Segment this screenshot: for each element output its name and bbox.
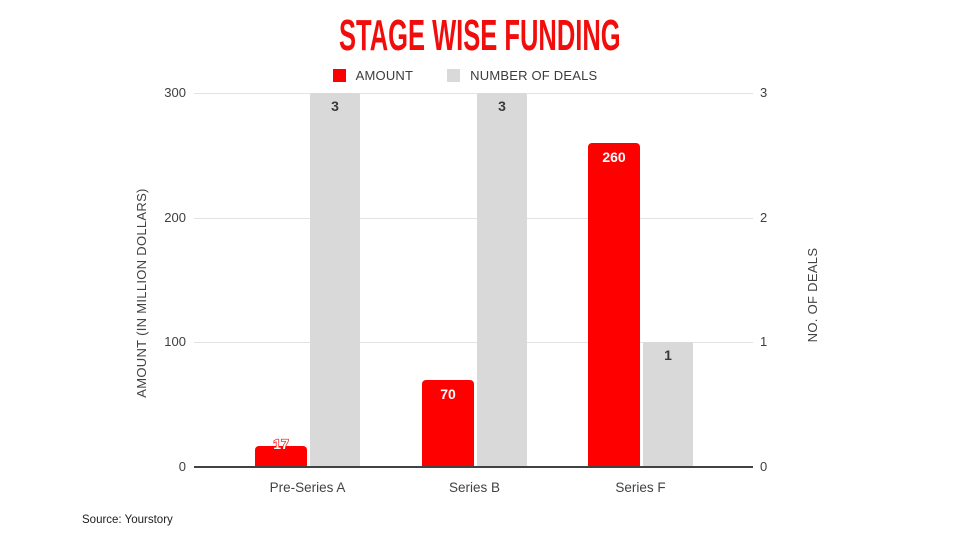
category-label: Series F — [615, 480, 666, 495]
right-axis-tick: 2 — [760, 209, 768, 225]
deals-bar: 3 — [310, 93, 360, 467]
right-axis-tick: 0 — [760, 459, 768, 474]
amount-value-label: 260 — [602, 149, 626, 165]
left-axis-tick: 300 — [164, 85, 186, 100]
amount-bar: 70 — [422, 380, 474, 467]
deals-value-label: 3 — [331, 98, 339, 114]
amount-bar: 17 — [255, 435, 307, 467]
legend-item-amount: AMOUNT — [332, 68, 414, 83]
gridline — [194, 342, 753, 344]
amount-swatch-icon — [332, 69, 346, 82]
x-axis-baseline — [194, 466, 753, 468]
deals-bar: 3 — [477, 93, 527, 467]
chart-title: STAGE WISE FUNDING — [0, 14, 960, 58]
gridline — [194, 217, 753, 219]
right-axis-tick: 3 — [760, 85, 768, 100]
category-label: Pre-Series A — [269, 480, 346, 495]
deals-value-label: 1 — [664, 347, 672, 363]
bar-group-series-b: 70 3 — [422, 93, 527, 467]
category-label: Series B — [448, 480, 501, 495]
left-axis-tick: 100 — [164, 334, 186, 350]
gridline — [194, 93, 753, 94]
amount-bar: 260 — [588, 143, 640, 467]
amount-value-label: 70 — [440, 386, 456, 402]
legend-item-deals: NUMBER OF DEALS — [447, 68, 597, 83]
left-axis-tick: 0 — [178, 459, 186, 474]
plot-area: 17 3 70 3 260 1 — [194, 93, 753, 468]
deals-bar: 1 — [643, 342, 693, 467]
left-axis-tick: 200 — [164, 209, 186, 225]
legend: AMOUNT NUMBER OF DEALS — [0, 68, 930, 83]
source-note: Source: Yourstory — [82, 514, 173, 526]
legend-label-amount: AMOUNT — [355, 68, 414, 83]
bar-group-series-f: 260 1 — [588, 93, 693, 467]
amount-value-label: 17 — [273, 435, 290, 452]
deals-value-label: 3 — [498, 98, 506, 114]
right-axis-title: NO. OF DEALS — [805, 247, 820, 343]
bar-group-pre-series-a: 17 3 — [255, 93, 360, 467]
chart-title-text: STAGE WISE FUNDING — [339, 11, 621, 60]
right-axis-tick: 1 — [760, 334, 768, 350]
left-axis-title: AMOUNT (IN MILLION DOLLARS) — [134, 188, 149, 398]
legend-label-deals: NUMBER OF DEALS — [470, 68, 598, 83]
deals-swatch-icon — [447, 69, 461, 82]
